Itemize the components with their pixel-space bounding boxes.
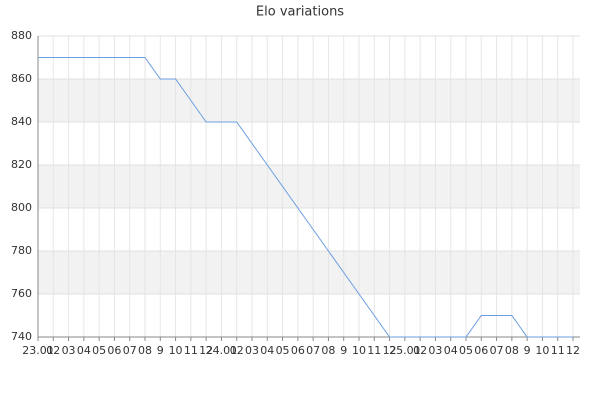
- x-tick-label: 9: [157, 344, 164, 357]
- y-tick-label: 800: [11, 201, 32, 214]
- x-tick-label: 02: [46, 344, 60, 357]
- x-tick-label: 25.01: [389, 344, 421, 357]
- x-tick-label: 24.01: [206, 344, 238, 357]
- x-tick-label: 04: [260, 344, 274, 357]
- x-tick-label: 23.01: [22, 344, 54, 357]
- grid-band: [38, 79, 580, 122]
- x-tick-label: 12: [199, 344, 213, 357]
- y-tick-label: 820: [11, 158, 32, 171]
- x-tick-label: 9: [340, 344, 347, 357]
- x-tick-label: 02: [230, 344, 244, 357]
- x-tick-label: 9: [524, 344, 531, 357]
- line: [38, 57, 573, 338]
- x-tick-label: 03: [428, 344, 442, 357]
- x-tick-label: 03: [62, 344, 76, 357]
- x-tick-label: 12: [566, 344, 580, 357]
- chart-title: Elo variations: [256, 5, 344, 20]
- x-tick-label: 11: [367, 344, 381, 357]
- y-tick-label: 780: [11, 244, 32, 257]
- x-tick-label: 02: [413, 344, 427, 357]
- x-tick-label: 11: [184, 344, 198, 357]
- x-tick-label: 05: [276, 344, 290, 357]
- x-tick-label: 07: [123, 344, 137, 357]
- x-tick-label: 05: [459, 344, 473, 357]
- x-tick-label: 04: [77, 344, 91, 357]
- x-tick-label: 06: [107, 344, 121, 357]
- y-tick-label: 760: [11, 287, 32, 300]
- x-tick-label: 10: [169, 344, 183, 357]
- y-tick-label: 860: [11, 72, 32, 85]
- y-tick-label: 740: [11, 330, 32, 343]
- x-tick-label: 07: [306, 344, 320, 357]
- x-tick-label: 06: [291, 344, 305, 357]
- x-tick-label: 03: [245, 344, 259, 357]
- grid-band: [38, 251, 580, 294]
- y-tick-label: 880: [11, 29, 32, 42]
- x-tick-label: 05: [92, 344, 106, 357]
- x-tick-label: 10: [535, 344, 549, 357]
- grid-band: [38, 165, 580, 208]
- x-tick-label: 07: [490, 344, 504, 357]
- x-tick-label: 06: [474, 344, 488, 357]
- x-tick-label: 08: [321, 344, 335, 357]
- y-tick-label: 840: [11, 115, 32, 128]
- x-tick-label: 04: [444, 344, 458, 357]
- x-tick-label: 12: [383, 344, 397, 357]
- x-tick-label: 10: [352, 344, 366, 357]
- x-tick-label: 08: [505, 344, 519, 357]
- x-tick-label: 08: [138, 344, 152, 357]
- x-tick-label: 11: [551, 344, 565, 357]
